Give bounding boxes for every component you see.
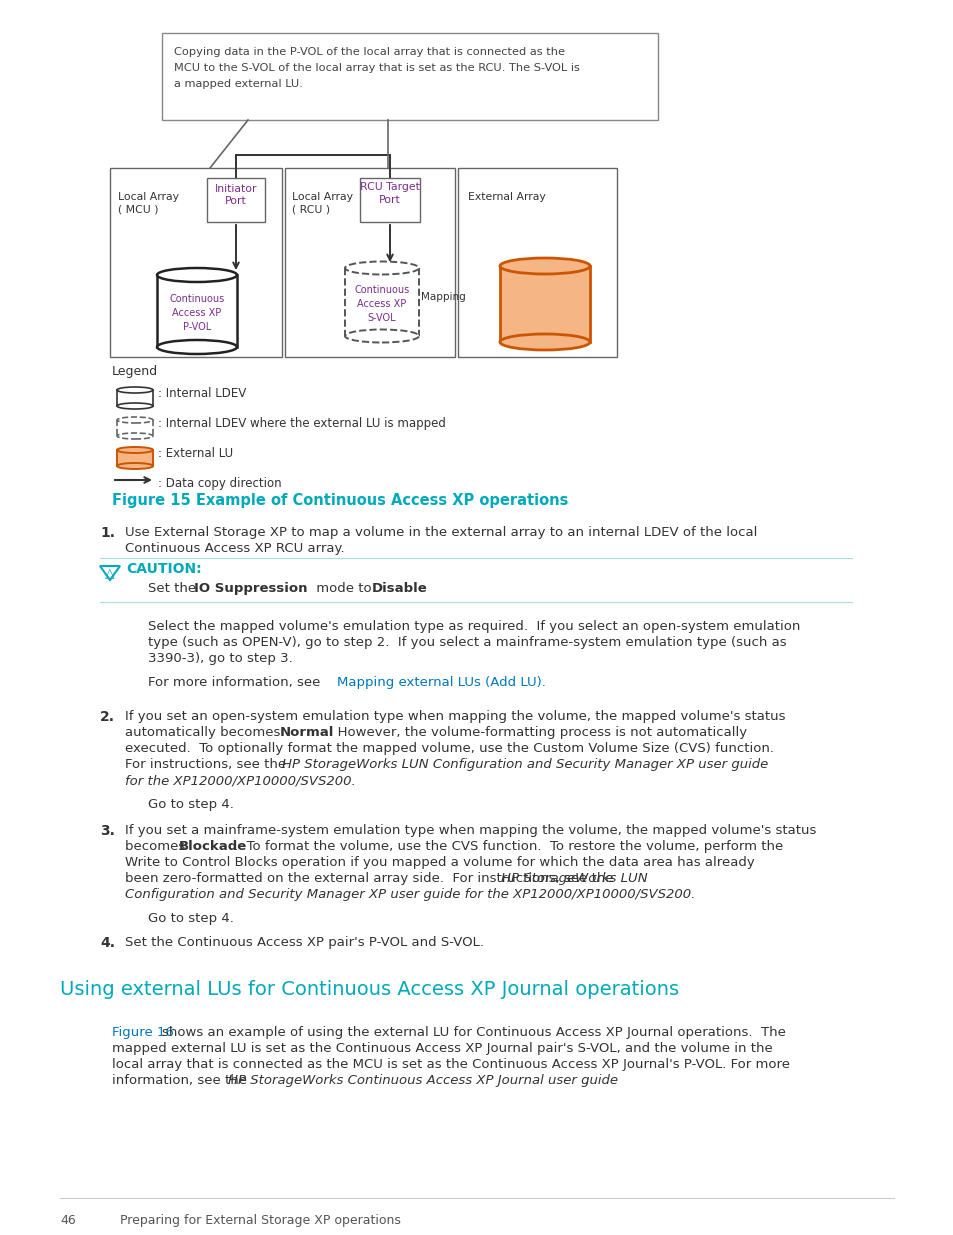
Text: 46: 46	[60, 1214, 75, 1228]
Text: Continuous
Access XP
P-VOL: Continuous Access XP P-VOL	[170, 294, 224, 332]
Text: local array that is connected as the MCU is set as the Continuous Access XP Jour: local array that is connected as the MCU…	[112, 1058, 789, 1071]
Ellipse shape	[117, 417, 152, 424]
Text: Using external LUs for Continuous Access XP Journal operations: Using external LUs for Continuous Access…	[60, 981, 679, 999]
Text: Go to step 4.: Go to step 4.	[148, 911, 233, 925]
Text: information, see the: information, see the	[112, 1074, 251, 1087]
Text: 1.: 1.	[100, 526, 115, 540]
Polygon shape	[117, 420, 152, 436]
Text: 4.: 4.	[100, 936, 115, 950]
Text: a mapped external LU.: a mapped external LU.	[173, 79, 302, 89]
Ellipse shape	[117, 387, 152, 393]
FancyBboxPatch shape	[162, 33, 658, 120]
Text: Mapping external LUs (Add LU).: Mapping external LUs (Add LU).	[336, 676, 545, 689]
FancyBboxPatch shape	[457, 168, 617, 357]
Text: : Internal LDEV: : Internal LDEV	[158, 387, 246, 400]
Text: type (such as OPEN-V), go to step 2.  If you select a mainframe-system emulation: type (such as OPEN-V), go to step 2. If …	[148, 636, 786, 650]
Text: Local Array: Local Array	[292, 191, 353, 203]
Text: Continuous
Access XP
S-VOL: Continuous Access XP S-VOL	[354, 285, 409, 324]
Text: Copying data in the P-VOL of the local array that is connected as the: Copying data in the P-VOL of the local a…	[173, 47, 564, 57]
Text: External Array: External Array	[468, 191, 545, 203]
Text: : Data copy direction: : Data copy direction	[158, 477, 281, 490]
Text: RCU Target: RCU Target	[359, 182, 419, 191]
Text: .  However, the volume-formatting process is not automatically: . However, the volume-formatting process…	[325, 726, 746, 739]
Ellipse shape	[345, 330, 418, 342]
Polygon shape	[345, 268, 418, 336]
Text: HP StorageWorks Continuous Access XP Journal user guide: HP StorageWorks Continuous Access XP Jou…	[228, 1074, 618, 1087]
Text: For more information, see: For more information, see	[148, 676, 324, 689]
Text: HP StorageWorks LUN: HP StorageWorks LUN	[500, 872, 647, 885]
Text: Figure 16: Figure 16	[112, 1026, 173, 1039]
FancyBboxPatch shape	[110, 168, 282, 357]
Polygon shape	[157, 275, 236, 347]
Text: becomes: becomes	[125, 840, 190, 853]
Text: .  To format the volume, use the CVS function.  To restore the volume, perform t: . To format the volume, use the CVS func…	[233, 840, 782, 853]
Text: Go to step 4.: Go to step 4.	[148, 798, 233, 811]
Text: If you set a mainframe-system emulation type when mapping the volume, the mapped: If you set a mainframe-system emulation …	[125, 824, 816, 837]
Text: For instructions, see the: For instructions, see the	[125, 758, 290, 771]
Text: Port: Port	[225, 196, 247, 206]
Ellipse shape	[499, 333, 589, 350]
Ellipse shape	[117, 403, 152, 409]
Text: .: .	[584, 1074, 589, 1087]
Text: Set the Continuous Access XP pair's P-VOL and S-VOL.: Set the Continuous Access XP pair's P-VO…	[125, 936, 483, 948]
FancyBboxPatch shape	[285, 168, 455, 357]
Text: ( MCU ): ( MCU )	[118, 205, 158, 215]
Text: HP StorageWorks LUN Configuration and Security Manager XP user guide: HP StorageWorks LUN Configuration and Se…	[282, 758, 767, 771]
Text: Write to Control Blocks operation if you mapped a volume for which the data area: Write to Control Blocks operation if you…	[125, 856, 754, 869]
Text: Normal: Normal	[280, 726, 334, 739]
Text: Blockade: Blockade	[179, 840, 247, 853]
Polygon shape	[499, 266, 589, 342]
Text: automatically becomes: automatically becomes	[125, 726, 284, 739]
Text: 3.: 3.	[100, 824, 114, 839]
Ellipse shape	[117, 433, 152, 438]
Text: .: .	[419, 582, 424, 595]
Text: been zero-formatted on the external array side.  For instructions, see the: been zero-formatted on the external arra…	[125, 872, 618, 885]
Text: Configuration and Security Manager XP user guide for the XP12000/XP10000/SVS200.: Configuration and Security Manager XP us…	[125, 888, 695, 902]
Text: 3390-3), go to step 3.: 3390-3), go to step 3.	[148, 652, 293, 664]
Text: MCU to the S-VOL of the local array that is set as the RCU. The S-VOL is: MCU to the S-VOL of the local array that…	[173, 63, 579, 73]
Text: Legend: Legend	[112, 366, 158, 378]
Text: CAUTION:: CAUTION:	[126, 562, 201, 576]
Polygon shape	[117, 450, 152, 466]
Text: Set the: Set the	[148, 582, 200, 595]
Text: Use External Storage XP to map a volume in the external array to an internal LDE: Use External Storage XP to map a volume …	[125, 526, 757, 538]
Text: Initiator: Initiator	[214, 184, 257, 194]
Text: Figure 15 Example of Continuous Access XP operations: Figure 15 Example of Continuous Access X…	[112, 493, 568, 508]
Ellipse shape	[117, 447, 152, 453]
Text: △: △	[105, 568, 114, 580]
Text: Continuous Access XP RCU array.: Continuous Access XP RCU array.	[125, 542, 344, 555]
Text: Port: Port	[378, 195, 400, 205]
Text: Disable: Disable	[372, 582, 427, 595]
Text: If you set an open-system emulation type when mapping the volume, the mapped vol: If you set an open-system emulation type…	[125, 710, 784, 722]
Text: shows an example of using the external LU for Continuous Access XP Journal opera: shows an example of using the external L…	[162, 1026, 785, 1039]
Ellipse shape	[157, 340, 236, 354]
Text: 2.: 2.	[100, 710, 115, 724]
Text: IO Suppression: IO Suppression	[193, 582, 307, 595]
Ellipse shape	[117, 463, 152, 469]
Text: Select the mapped volume's emulation type as required.  If you select an open-sy: Select the mapped volume's emulation typ…	[148, 620, 800, 634]
FancyBboxPatch shape	[359, 178, 419, 222]
Text: Mapping: Mapping	[420, 291, 465, 303]
Ellipse shape	[345, 262, 418, 274]
Polygon shape	[117, 390, 152, 406]
Text: mapped external LU is set as the Continuous Access XP Journal pair's S-VOL, and : mapped external LU is set as the Continu…	[112, 1042, 772, 1055]
Ellipse shape	[157, 268, 236, 282]
Text: ( RCU ): ( RCU )	[292, 205, 330, 215]
Ellipse shape	[499, 258, 589, 274]
Text: : Internal LDEV where the external LU is mapped: : Internal LDEV where the external LU is…	[158, 417, 445, 430]
FancyBboxPatch shape	[207, 178, 265, 222]
Text: Local Array: Local Array	[118, 191, 179, 203]
Text: Preparing for External Storage XP operations: Preparing for External Storage XP operat…	[120, 1214, 400, 1228]
Text: executed.  To optionally format the mapped volume, use the Custom Volume Size (C: executed. To optionally format the mappe…	[125, 742, 773, 755]
Text: : External LU: : External LU	[158, 447, 233, 459]
Text: mode to: mode to	[312, 582, 375, 595]
Text: for the XP12000/XP10000/SVS200.: for the XP12000/XP10000/SVS200.	[125, 774, 355, 787]
